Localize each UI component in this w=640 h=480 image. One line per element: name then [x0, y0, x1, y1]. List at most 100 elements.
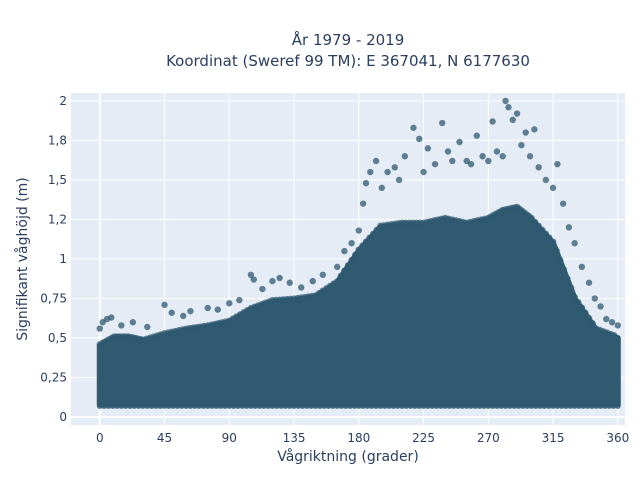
floor-point [524, 402, 531, 409]
floor-point [178, 402, 185, 409]
scatter-point [108, 314, 115, 321]
floor-point [571, 402, 578, 409]
scatter-point [549, 184, 557, 192]
scatter-point [565, 224, 573, 231]
envelope-point [571, 293, 578, 301]
scatter-point [493, 148, 501, 155]
scatter-point [247, 271, 255, 279]
scatter-point [168, 309, 175, 316]
scatter-point [187, 307, 194, 315]
floor-point [614, 402, 621, 409]
scatter-point [144, 323, 151, 331]
floor-point [377, 402, 384, 409]
scatter-point [479, 153, 486, 160]
envelope-point [575, 299, 582, 306]
scatter-point [603, 315, 610, 323]
floor-point [480, 402, 487, 409]
floor-point [347, 402, 354, 409]
scatter-point [449, 157, 456, 165]
chart-title-line-1: År 1979 - 2019 [292, 30, 405, 49]
floor-point [351, 402, 358, 409]
scatter-point [591, 295, 598, 302]
x-tick-labels: 0 45 90 135 180 225 270 315 360 [96, 431, 629, 445]
floor-point [515, 402, 522, 409]
y-axis-title: Signifikant våghöjd (m) [14, 177, 31, 340]
scatter-point [535, 164, 542, 171]
envelope-point [348, 256, 355, 264]
floor-point [187, 402, 194, 409]
floor-point [118, 402, 125, 409]
floor-point [567, 402, 574, 409]
floor-point [563, 402, 570, 409]
scatter-point [378, 184, 386, 192]
data-points [96, 97, 622, 332]
floor-point [360, 402, 367, 409]
y-tick-labels: 0 0,25 0,5 0,75 1 1,2 1,5 1,8 2 [40, 94, 67, 424]
floor-point [420, 402, 427, 409]
floor-point [450, 402, 457, 409]
floor-point [204, 402, 211, 409]
scatter-point [401, 153, 409, 160]
scatter-point [319, 271, 327, 279]
floor-point [247, 402, 254, 409]
floor-point [122, 402, 129, 409]
floor-point [398, 402, 405, 409]
scatter-point [367, 168, 374, 176]
floor-point [338, 402, 345, 409]
floor-point [502, 402, 509, 409]
x-tick-label: 360 [606, 431, 629, 445]
envelope-point [344, 262, 352, 269]
floor-point [334, 402, 341, 409]
envelope-point [334, 278, 341, 285]
x-axis-title: Vågriktning (grader) [277, 448, 419, 465]
scatter-point [410, 124, 417, 131]
scatter-point [395, 176, 403, 184]
floor-point [468, 402, 475, 409]
scatter-point [505, 104, 512, 111]
floor-point [109, 402, 116, 409]
floor-point [446, 402, 453, 409]
floor-point [437, 402, 444, 409]
floor-point [213, 402, 220, 409]
floor-point [101, 402, 108, 409]
scatter-point [161, 301, 168, 309]
scatter-point [585, 279, 593, 286]
scatter-point [608, 319, 616, 326]
floor-point [299, 402, 306, 409]
scatter-point [614, 322, 622, 329]
floor-point [511, 402, 518, 409]
scatter-point [391, 164, 398, 171]
scatter-point [276, 274, 283, 282]
floor-point [588, 402, 595, 409]
floor-point [234, 402, 241, 409]
x-tick-label: 315 [542, 431, 565, 445]
envelope-point [578, 304, 586, 311]
x-tick-label: 45 [157, 431, 172, 445]
floor-point [170, 402, 177, 409]
scatter-point [489, 118, 496, 125]
x-tick-label: 135 [283, 431, 306, 445]
floor-point [554, 402, 561, 409]
floor-point [161, 402, 168, 409]
floor-point [139, 402, 146, 409]
floor-point [411, 402, 418, 409]
floor-point [183, 402, 190, 409]
envelope-point [557, 256, 564, 264]
scatter-point [559, 200, 567, 207]
floor-point [429, 402, 436, 409]
scatter-point [269, 277, 276, 285]
scatter-point [420, 168, 427, 176]
floor-point [239, 402, 246, 409]
scatter-point [526, 153, 534, 160]
scatter-point [118, 322, 125, 329]
floor-point [541, 402, 548, 409]
floor-point [403, 402, 410, 409]
floor-point [355, 402, 362, 409]
floor-point [485, 402, 492, 409]
floor-point [580, 402, 587, 409]
floor-point [373, 402, 380, 409]
scatter-point [334, 263, 341, 271]
floor-point [407, 402, 414, 409]
scatter-point [456, 138, 463, 146]
